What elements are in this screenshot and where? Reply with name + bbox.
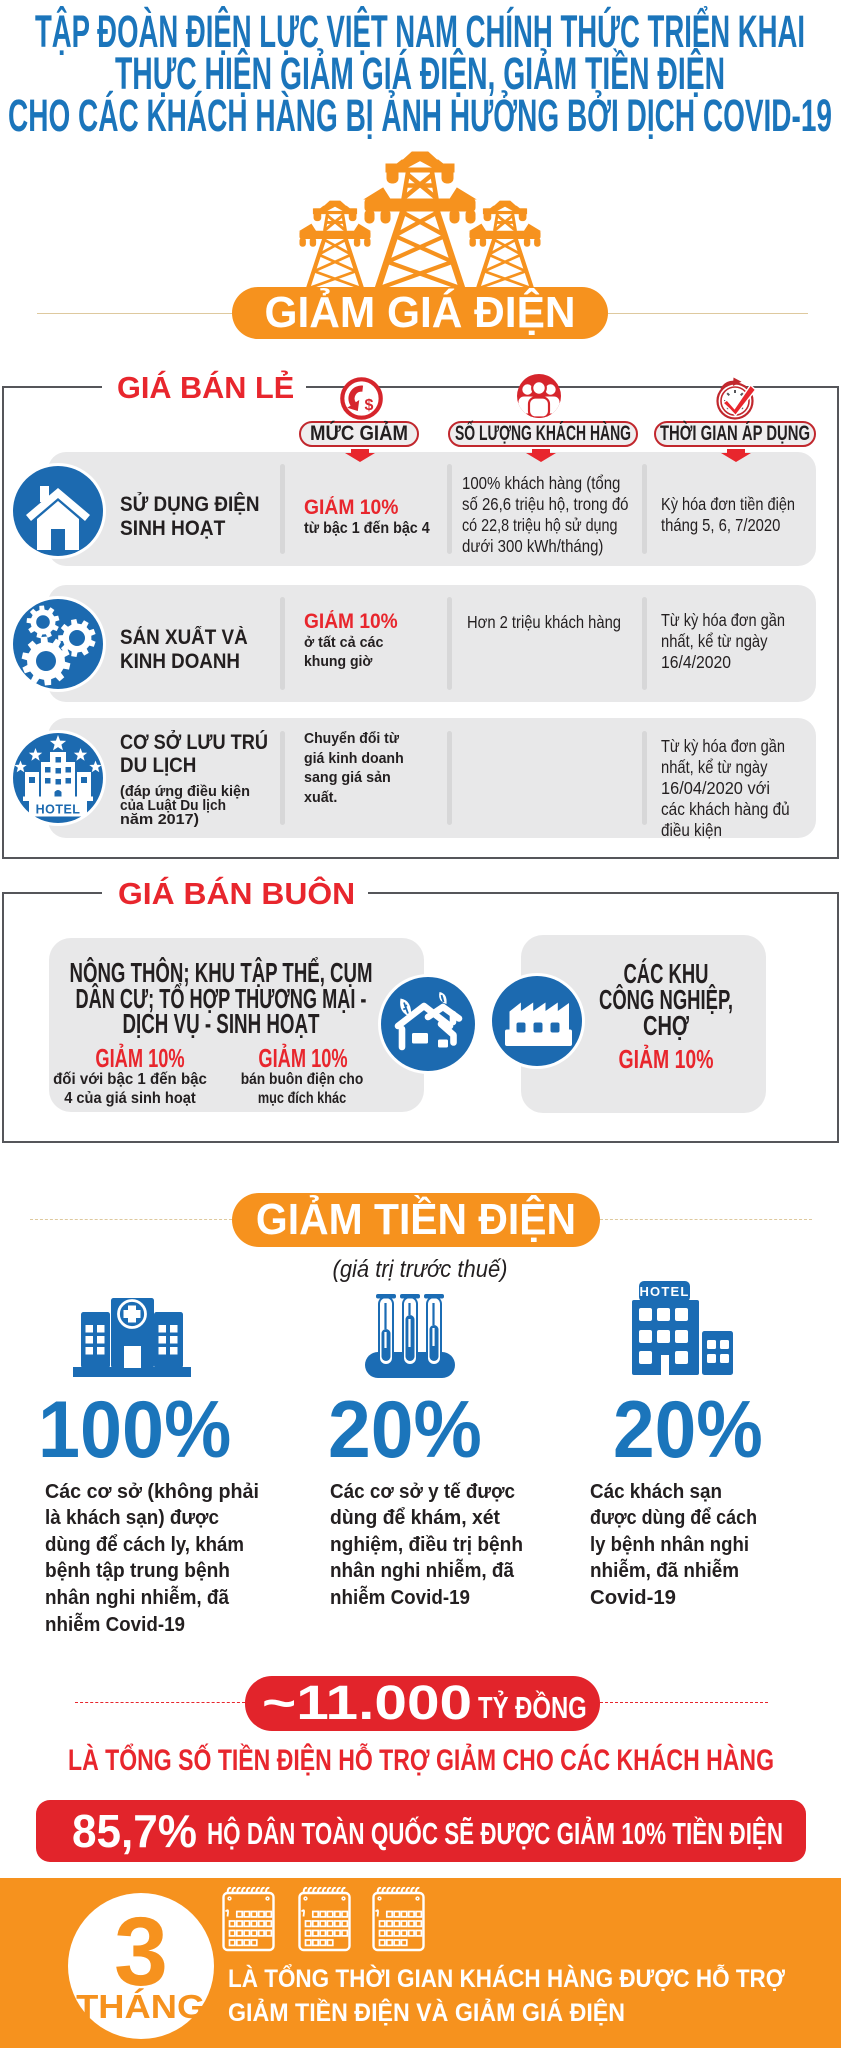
svg-text:HOTEL: HOTEL: [36, 803, 81, 817]
svg-text:HOTEL: HOTEL: [639, 1284, 689, 1299]
svg-text:$: $: [365, 397, 374, 414]
